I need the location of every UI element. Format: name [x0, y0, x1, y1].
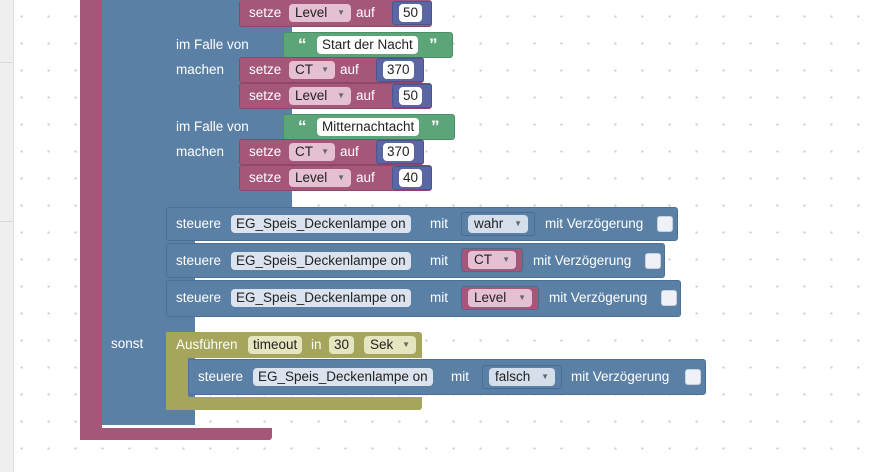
to-label: auf [356, 170, 375, 185]
if-else-block-bottom[interactable] [102, 412, 195, 425]
close-quote-icon: ” [431, 117, 440, 136]
timeout-block-side[interactable] [166, 332, 188, 410]
control-block[interactable] [166, 243, 665, 278]
triangle-down-icon: ▼ [321, 65, 329, 74]
in-label: in [311, 337, 322, 352]
variable-block-ct[interactable]: CT ▼ [461, 248, 523, 272]
set-label: setze [249, 62, 282, 77]
control-label: steuere [176, 216, 222, 231]
text-block[interactable]: “ Mitternachtacht ” [283, 114, 455, 140]
do-label: machen [176, 144, 225, 159]
variable-block-level[interactable]: Level ▼ [461, 286, 539, 310]
number-field[interactable]: 370 [383, 143, 414, 161]
logic-boolean-block[interactable]: falsch ▼ [482, 365, 562, 389]
to-label: auf [340, 144, 359, 159]
triangle-down-icon: ▼ [541, 372, 549, 381]
boolean-dropdown[interactable]: wahr ▼ [468, 215, 528, 233]
text-field[interactable]: Mitternachtacht [317, 118, 420, 136]
variable-dropdown-level[interactable]: Level ▼ [289, 4, 351, 22]
logic-boolean-block[interactable]: wahr ▼ [461, 212, 535, 236]
variable-dropdown-ct[interactable]: CT ▼ [289, 143, 335, 161]
delay-label: mit Verzögerung [571, 369, 670, 384]
device-field[interactable]: EG_Speis_Deckenlampe on [231, 289, 411, 307]
variable-dropdown-ct[interactable]: CT ▼ [468, 251, 516, 269]
set-label: setze [249, 5, 282, 20]
with-label: mit [451, 369, 469, 384]
control-label: steuere [198, 369, 244, 384]
outer-variable-block[interactable] [80, 0, 102, 440]
triangle-down-icon: ▼ [402, 340, 410, 349]
number-block[interactable]: 370 [376, 58, 424, 82]
else-label: sonst [111, 336, 144, 351]
to-label: auf [356, 88, 375, 103]
delay-label: mit Verzögerung [533, 253, 632, 268]
device-field[interactable]: EG_Speis_Deckenlampe on [231, 252, 411, 270]
case-label: im Falle von [176, 37, 249, 52]
with-label: mit [430, 253, 448, 268]
with-label: mit [430, 290, 448, 305]
triangle-down-icon: ▼ [337, 173, 345, 182]
triangle-down-icon: ▼ [518, 293, 526, 302]
delay-checkbox[interactable] [657, 216, 673, 232]
delay-label: mit Verzögerung [549, 290, 648, 305]
number-block[interactable]: 50 [392, 84, 432, 108]
side-panel-edge [0, 0, 14, 472]
variable-dropdown-ct[interactable]: CT ▼ [289, 61, 335, 79]
with-label: mit [430, 216, 448, 231]
set-label: setze [249, 170, 282, 185]
control-label: steuere [176, 290, 222, 305]
delay-checkbox[interactable] [661, 290, 677, 306]
set-label: setze [249, 88, 282, 103]
open-quote-icon: “ [298, 35, 307, 54]
variable-dropdown-level[interactable]: Level ▼ [468, 289, 532, 307]
timeout-unit-dropdown[interactable]: Sek ▼ [364, 336, 416, 354]
case-label: im Falle von [176, 119, 249, 134]
device-field[interactable]: EG_Speis_Deckenlampe on [231, 215, 411, 233]
triangle-down-icon: ▼ [502, 255, 510, 264]
close-quote-icon: ” [429, 35, 438, 54]
to-label: auf [340, 62, 359, 77]
device-field[interactable]: EG_Speis_Deckenlampe on [253, 368, 433, 386]
timeout-amount-field[interactable]: 30 [329, 336, 355, 354]
timeout-variable-field[interactable]: timeout [248, 336, 303, 354]
variable-dropdown-level[interactable]: Level ▼ [289, 169, 351, 187]
control-label: steuere [176, 253, 222, 268]
delay-label: mit Verzögerung [545, 216, 644, 231]
timeout-block-bottom[interactable] [166, 397, 422, 410]
number-block[interactable]: 370 [376, 140, 424, 164]
to-label: auf [356, 5, 375, 20]
set-label: setze [249, 144, 282, 159]
number-field[interactable]: 50 [399, 87, 423, 105]
triangle-down-icon: ▼ [337, 91, 345, 100]
delay-checkbox[interactable] [645, 253, 661, 269]
variable-dropdown-level[interactable]: Level ▼ [289, 87, 351, 105]
number-field[interactable]: 50 [399, 4, 423, 22]
number-field[interactable]: 370 [383, 61, 414, 79]
text-block[interactable]: “ Start der Nacht ” [283, 32, 453, 58]
do-label: machen [176, 62, 225, 77]
outer-variable-block-bottom[interactable] [80, 428, 272, 440]
boolean-dropdown[interactable]: falsch ▼ [489, 368, 555, 386]
number-block[interactable]: 50 [392, 1, 432, 25]
triangle-down-icon: ▼ [514, 219, 522, 228]
execute-label: Ausführen [176, 337, 238, 352]
delay-checkbox[interactable] [685, 369, 701, 385]
open-quote-icon: “ [298, 117, 307, 136]
triangle-down-icon: ▼ [337, 8, 345, 17]
triangle-down-icon: ▼ [321, 147, 329, 156]
number-field[interactable]: 40 [399, 169, 423, 187]
number-block[interactable]: 40 [392, 166, 432, 190]
text-field[interactable]: Start der Nacht [317, 36, 418, 54]
